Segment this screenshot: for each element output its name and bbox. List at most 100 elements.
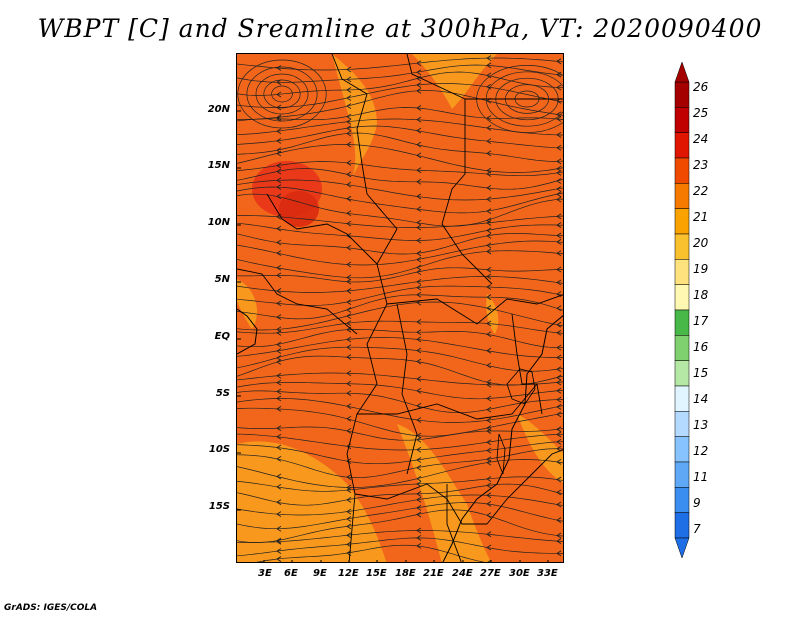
streamline-arrow-12-110 [346, 181, 352, 188]
streamline-arrow-25-180 [416, 319, 422, 325]
streamline-arrow-41-40 [276, 499, 282, 506]
streamline-arrow-38-320 [556, 445, 562, 452]
streamline-arrow-24-320 [556, 321, 562, 328]
colorbar-label-13: 13 [693, 418, 709, 432]
border-5 [386, 294, 563, 325]
streamline-arrow-32-250 [486, 406, 492, 413]
streamline-arrow-7-40 [276, 137, 282, 144]
streamline-arrow-44-320 [556, 532, 562, 539]
streamline-43 [237, 502, 563, 530]
hot-region-1 [279, 191, 319, 227]
streamline-arrow-15-320 [556, 213, 562, 220]
lon-label-24e: 24E [452, 568, 473, 579]
colorbar-label-21: 21 [693, 210, 709, 224]
streamline-arrow-38-110 [346, 474, 352, 480]
streamline-arrow-39-180 [416, 475, 422, 482]
streamline-arrow-45-40 [276, 538, 282, 545]
streamline-arrow-12-180 [416, 193, 422, 200]
border-3 [266, 193, 378, 265]
streamline-3 [237, 83, 563, 108]
streamline-arrow-37-180 [416, 457, 422, 463]
streamline-arrow-32-110 [346, 390, 352, 397]
streamline-arrow-40-110 [346, 487, 352, 494]
colorbar-arrow-bottom [674, 537, 690, 559]
streamline-arrow-20-250 [486, 266, 492, 273]
streamline-arrow-45-110 [346, 532, 352, 539]
streamline-arrow-8-180 [416, 141, 422, 148]
streamline-arrow-1-180 [416, 69, 422, 76]
lon-label-9e: 9E [313, 568, 327, 579]
streamline-arrow-44-250 [486, 512, 492, 519]
streamline-41 [237, 483, 563, 506]
streamline-arrow-4-320 [556, 111, 562, 118]
streamline-arrow-6-320 [556, 131, 562, 138]
vortex-ring-1 [263, 79, 301, 109]
streamline-arrow-40-250 [486, 476, 492, 482]
streamline-arrow-2-40 [276, 91, 282, 98]
streamline-arrow-24-250 [486, 305, 492, 311]
streamline-arrow-39-320 [556, 459, 562, 465]
colorbar-label-20: 20 [693, 236, 709, 250]
streamline-arrow-20-180 [416, 269, 422, 275]
colorbar-segment-14 [674, 436, 690, 463]
streamline-arrow-39-110 [346, 484, 352, 491]
streamline-arrow-40-40 [276, 483, 282, 490]
streamline-arrow-44-40 [276, 537, 282, 544]
colorbar-segment-6 [674, 233, 690, 260]
streamline-arrow-33-320 [556, 403, 562, 410]
streamline-16 [237, 222, 563, 241]
border-7 [511, 313, 543, 415]
streamline-arrow-16-180 [416, 237, 422, 244]
warm-region-2 [237, 279, 257, 329]
streamlines [237, 55, 563, 562]
colorbar-label-12: 12 [693, 444, 709, 458]
colorbar-arrow-top [674, 61, 690, 83]
streamline-arrow-4-180 [416, 87, 422, 94]
streamline-arrow-15-250 [486, 220, 492, 226]
streamline-arrow-3-250 [486, 83, 492, 90]
border-9 [446, 484, 462, 562]
colorbar-label-9: 9 [693, 496, 701, 510]
streamline-42 [237, 494, 563, 516]
streamline-arrow-33-250 [486, 417, 492, 424]
streamline-arrow-26-250 [486, 331, 492, 338]
streamline-arrow-29-40 [276, 359, 282, 365]
lat-label-20n: 20N [207, 104, 230, 115]
streamline-27 [237, 337, 563, 358]
streamline-arrow-11-320 [556, 178, 562, 184]
streamline-arrow-5-180 [416, 105, 422, 111]
streamline-arrow-30-250 [486, 381, 492, 388]
streamline-arrow-36-320 [556, 431, 562, 438]
streamline-arrow-27-40 [276, 348, 282, 354]
streamline-arrow-34-40 [276, 406, 282, 412]
colorbar-label-23: 23 [693, 158, 709, 172]
streamline-arrow-23-320 [556, 305, 562, 312]
streamline-arrow-47-180 [416, 542, 422, 549]
border-6 [357, 383, 538, 420]
streamline-arrow-41-180 [416, 490, 422, 497]
streamline-arrow-3-180 [416, 82, 422, 88]
streamline-arrow-31-180 [416, 387, 422, 394]
colorbar-segment-13 [674, 411, 690, 437]
streamline-arrow-26-180 [416, 329, 422, 336]
axis-ticks [237, 110, 549, 562]
colorbar-label-17: 17 [693, 314, 709, 328]
colorbar [674, 61, 690, 559]
streamline-arrow-43-320 [556, 517, 562, 523]
streamline-arrow-10-180 [416, 167, 422, 174]
streamline-arrow-8-250 [486, 150, 492, 157]
colorbar-label-14: 14 [693, 392, 709, 406]
lat-label-5n: 5N [214, 274, 230, 285]
streamline-arrow-28-180 [416, 347, 422, 354]
streamline-arrow-22-40 [276, 300, 282, 307]
streamline-arrow-28-320 [556, 366, 562, 373]
streamline-arrow-6-40 [276, 128, 282, 135]
streamline-arrow-42-180 [416, 496, 422, 503]
colorbar-segment-1 [674, 107, 690, 133]
colorbar-segment-8 [674, 284, 690, 311]
streamline-arrow-0-180 [416, 60, 422, 67]
streamline-7 [237, 125, 563, 149]
streamline-arrow-1-250 [486, 62, 492, 69]
streamline-arrow-31-40 [276, 379, 282, 386]
streamline-0 [237, 57, 563, 71]
